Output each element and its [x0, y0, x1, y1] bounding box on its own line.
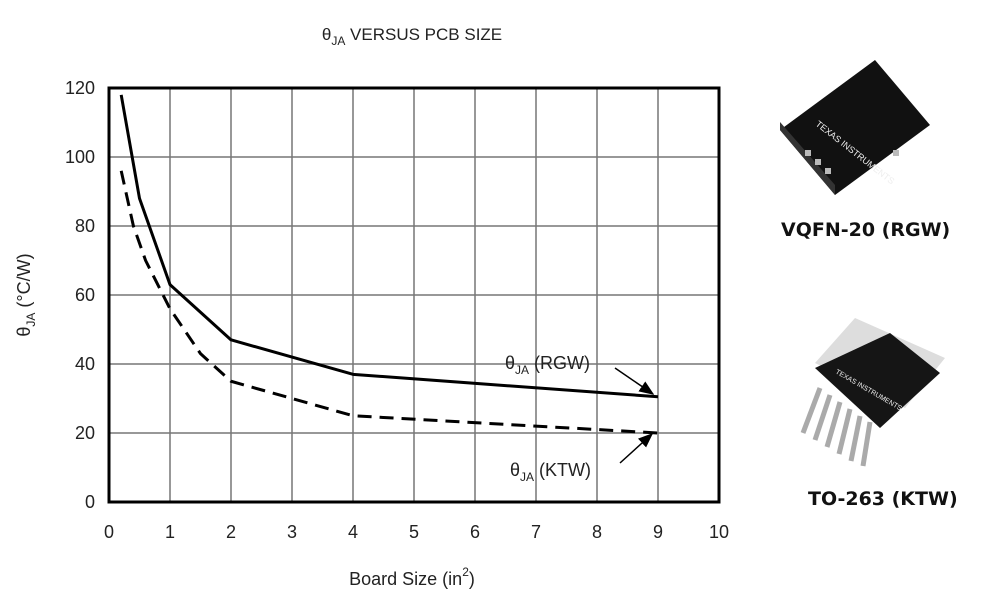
arrow-ktw — [619, 432, 654, 464]
x-tick-label: 6 — [470, 522, 480, 542]
x-axis-label: Board Size (in2) — [349, 565, 475, 589]
package-label-vqfn: VQFN-20 (RGW) — [781, 219, 951, 241]
y-tick-label: 60 — [75, 285, 95, 305]
chart: θJA VERSUS PCB SIZE 0 1 2 3 4 5 6 7 8 9 1002040608… — [14, 25, 729, 589]
y-tick-label: 120 — [65, 78, 95, 98]
x-tick-label: 3 — [287, 522, 297, 542]
x-tick-label: 8 — [592, 522, 602, 542]
x-tick-label: 5 — [409, 522, 419, 542]
y-axis-label: θJA (°C/W) — [14, 253, 38, 336]
plot-frame — [107, 86, 721, 504]
legend-label-rgw: θJA (RGW) — [505, 353, 590, 377]
x-tick-label: 2 — [226, 522, 236, 542]
series-line-ktw — [119, 170, 659, 435]
package-label-to263: TO-263 (KTW) — [808, 488, 958, 510]
grid — [108, 87, 720, 503]
y-tick-label: 100 — [65, 147, 95, 167]
legend-label-ktw: θJA (KTW) — [510, 460, 591, 484]
y-tick-label: 40 — [75, 354, 95, 374]
series-line-rgw — [119, 94, 659, 399]
series-lines — [119, 94, 659, 435]
y-tick-label: 20 — [75, 423, 95, 443]
x-tick-label: 1 — [165, 522, 175, 542]
y-tick-label: 0 — [85, 492, 95, 512]
x-tick-label: 9 — [653, 522, 663, 542]
x-tick-label: 0 — [104, 522, 114, 542]
x-tick-label: 10 — [709, 522, 729, 542]
x-tick-label: 4 — [348, 522, 358, 542]
x-tick-label: 7 — [531, 522, 541, 542]
to263-package-image: TEXAS INSTRUMENTS — [800, 318, 945, 467]
y-tick-label: 80 — [75, 216, 95, 236]
vqfn-package-image: TEXAS INSTRUMENTS — [780, 60, 930, 195]
arrow-rgw — [614, 367, 655, 395]
chart-title: θJA VERSUS PCB SIZE — [322, 25, 502, 48]
